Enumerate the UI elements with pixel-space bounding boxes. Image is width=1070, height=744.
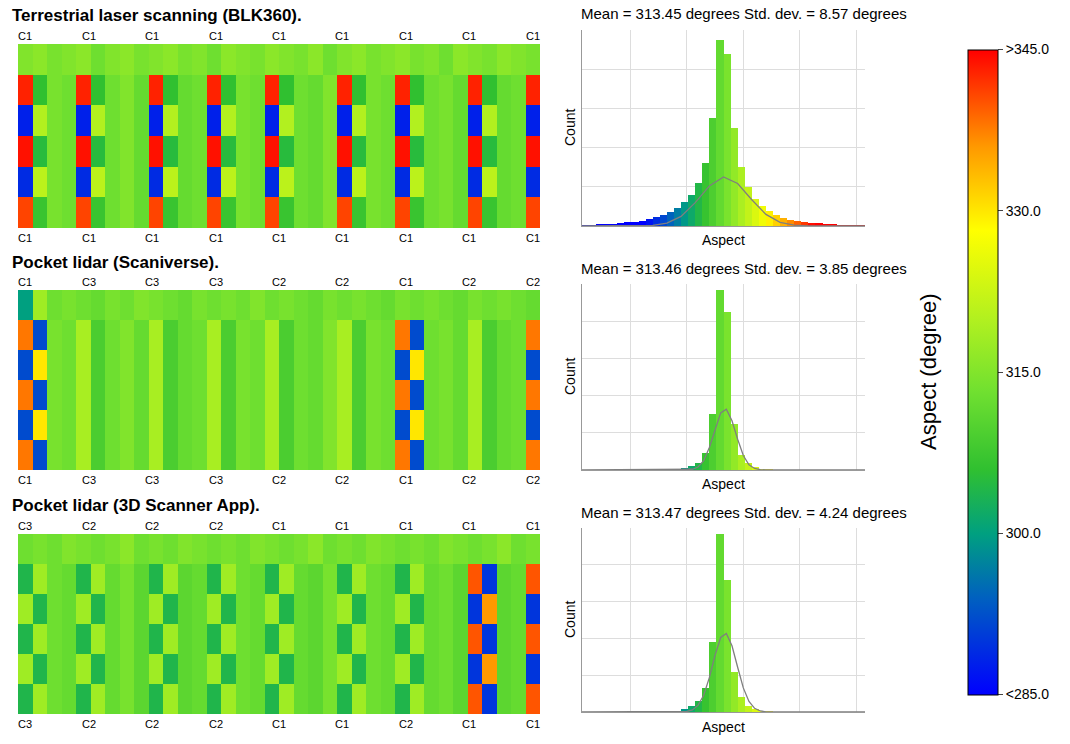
svg-text:C1: C1 <box>526 520 540 532</box>
svg-text:Count: Count <box>562 358 578 395</box>
svg-text:C1: C1 <box>462 232 476 244</box>
svg-text:C3: C3 <box>18 520 32 532</box>
svg-text:Terrestrial laser scanning (BL: Terrestrial laser scanning (BLK360). <box>12 6 302 25</box>
svg-text:300.0: 300.0 <box>1006 525 1041 541</box>
svg-text:C1: C1 <box>272 520 286 532</box>
svg-text:C2: C2 <box>335 276 349 288</box>
svg-text:C1: C1 <box>462 520 476 532</box>
svg-text:Aspect: Aspect <box>702 232 745 248</box>
svg-text:Count: Count <box>562 109 578 146</box>
svg-text:C1: C1 <box>18 30 32 42</box>
svg-text:Mean = 313.46 degrees Std. dev: Mean = 313.46 degrees Std. dev. = 3.85 d… <box>581 260 907 277</box>
svg-text:C1: C1 <box>462 718 476 730</box>
svg-text:C2: C2 <box>272 276 286 288</box>
svg-text:C1: C1 <box>526 232 540 244</box>
svg-text:C1: C1 <box>335 718 349 730</box>
svg-text:C2: C2 <box>335 474 349 486</box>
svg-text:Mean = 313.47 degrees Std. dev: Mean = 313.47 degrees Std. dev. = 4.24 d… <box>581 504 907 521</box>
svg-text:Aspect: Aspect <box>702 719 745 735</box>
svg-text:C3: C3 <box>18 718 32 730</box>
svg-text:C2: C2 <box>82 520 96 532</box>
svg-text:C1: C1 <box>399 520 413 532</box>
svg-text:>345.0: >345.0 <box>1006 41 1049 57</box>
svg-text:C3: C3 <box>82 276 96 288</box>
svg-text:C1: C1 <box>399 232 413 244</box>
svg-text:C2: C2 <box>526 474 540 486</box>
svg-text:C1: C1 <box>145 232 159 244</box>
svg-text:330.0: 330.0 <box>1006 203 1041 219</box>
svg-text:C2: C2 <box>399 718 413 730</box>
svg-text:C1: C1 <box>18 474 32 486</box>
svg-text:Mean = 313.45 degrees Std. dev: Mean = 313.45 degrees Std. dev. = 8.57 d… <box>581 5 907 22</box>
svg-text:Count: Count <box>562 601 578 638</box>
svg-text:C2: C2 <box>145 718 159 730</box>
svg-text:C2: C2 <box>526 276 540 288</box>
svg-text:C1: C1 <box>399 276 413 288</box>
svg-text:Aspect (degree): Aspect (degree) <box>916 293 941 450</box>
svg-text:C2: C2 <box>462 276 476 288</box>
svg-text:C1: C1 <box>399 30 413 42</box>
svg-text:C1: C1 <box>526 718 540 730</box>
svg-text:C2: C2 <box>272 474 286 486</box>
svg-text:<285.0: <285.0 <box>1006 686 1049 702</box>
svg-text:C2: C2 <box>82 718 96 730</box>
svg-text:C3: C3 <box>145 276 159 288</box>
svg-text:C1: C1 <box>18 232 32 244</box>
svg-text:C1: C1 <box>399 474 413 486</box>
svg-text:Aspect: Aspect <box>702 476 745 492</box>
svg-text:C2: C2 <box>462 474 476 486</box>
svg-text:C2: C2 <box>209 718 223 730</box>
svg-text:315.0: 315.0 <box>1006 364 1041 380</box>
svg-text:C1: C1 <box>335 232 349 244</box>
svg-text:C1: C1 <box>335 30 349 42</box>
svg-text:C3: C3 <box>209 474 223 486</box>
svg-text:C3: C3 <box>209 276 223 288</box>
svg-text:Pocket lidar (3D Scanner App).: Pocket lidar (3D Scanner App). <box>12 496 260 515</box>
svg-text:C2: C2 <box>209 520 223 532</box>
svg-text:Pocket lidar (Scaniverse).: Pocket lidar (Scaniverse). <box>12 253 219 272</box>
svg-text:C1: C1 <box>209 30 223 42</box>
svg-text:C1: C1 <box>272 232 286 244</box>
svg-text:C1: C1 <box>18 276 32 288</box>
svg-text:C3: C3 <box>82 474 96 486</box>
svg-text:C3: C3 <box>145 474 159 486</box>
svg-text:C1: C1 <box>272 30 286 42</box>
svg-text:C1: C1 <box>209 232 223 244</box>
svg-text:C1: C1 <box>462 30 476 42</box>
svg-text:C1: C1 <box>526 30 540 42</box>
svg-text:C1: C1 <box>335 520 349 532</box>
svg-text:C1: C1 <box>82 232 96 244</box>
svg-text:C1: C1 <box>272 718 286 730</box>
svg-text:C1: C1 <box>82 30 96 42</box>
svg-text:C2: C2 <box>145 520 159 532</box>
svg-text:C1: C1 <box>145 30 159 42</box>
